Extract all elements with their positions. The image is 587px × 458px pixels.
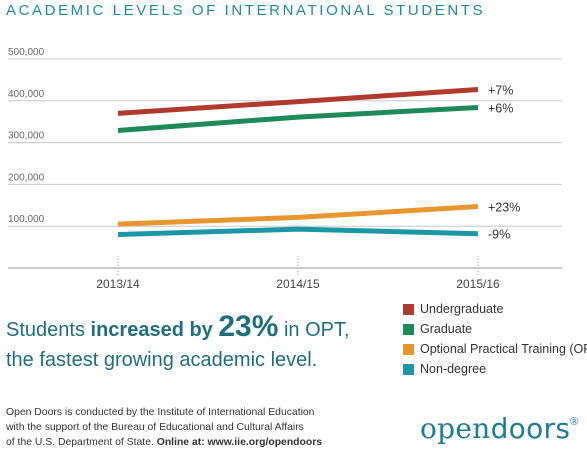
series-line-1 bbox=[117, 104, 479, 133]
legend-swatch bbox=[403, 363, 414, 375]
y-tick-label: 400,000 bbox=[8, 89, 45, 100]
legend-label: Non-degree bbox=[420, 362, 487, 376]
headline-part1: Students bbox=[6, 319, 91, 341]
legend-item-2: Optional Practical Training (OPT) bbox=[403, 339, 587, 359]
legend-swatch bbox=[403, 343, 414, 355]
legend-label: Optional Practical Training (OPT) bbox=[420, 342, 587, 356]
y-tick-label: 200,000 bbox=[8, 172, 45, 183]
headline-percent: 23% bbox=[218, 310, 279, 343]
logo-doors: doors bbox=[490, 412, 571, 445]
footer-online-link[interactable]: Online at: www.iie.org/opendoors bbox=[156, 437, 323, 448]
series-line-3 bbox=[117, 226, 479, 238]
change-label-1: +6% bbox=[488, 101, 513, 115]
headline: Students increased by 23% in OPT, the fa… bbox=[6, 312, 396, 375]
legend-item-3: Non-degree bbox=[403, 359, 587, 379]
footer-line3: of the U.S. Department of State. bbox=[6, 437, 157, 448]
change-label-0: +7% bbox=[488, 84, 513, 98]
change-label-2: +23% bbox=[488, 201, 520, 215]
legend-swatch bbox=[403, 303, 414, 315]
chart-title: ACADEMIC LEVELS OF INTERNATIONAL STUDENT… bbox=[6, 2, 486, 19]
series-line-0 bbox=[117, 87, 479, 116]
footer-note: Open Doors is conducted by the Institute… bbox=[6, 405, 336, 450]
x-tick-label: 2015/16 bbox=[456, 277, 500, 291]
y-tick-label: 500,000 bbox=[8, 47, 45, 58]
line-chart: 100,000 200,000 300,000 400,000 500,000 2013/… bbox=[8, 47, 562, 291]
chart-legend: Undergraduate Graduate Optional Practical … bbox=[403, 299, 587, 379]
legend-label: Graduate bbox=[420, 322, 473, 336]
change-label-3: -9% bbox=[488, 228, 510, 242]
legend-item-0: Undergraduate bbox=[403, 299, 587, 319]
y-tick-label: 100,000 bbox=[8, 214, 45, 225]
footer-line1: Open Doors is conducted by the Institute… bbox=[6, 407, 315, 418]
series-line-2 bbox=[117, 204, 479, 227]
legend-swatch bbox=[403, 323, 414, 335]
legend-item-1: Graduate bbox=[403, 319, 587, 339]
logo-registered-mark: ® bbox=[570, 416, 579, 428]
x-tick-label: 2013/14 bbox=[96, 277, 140, 291]
headline-bold: increased by bbox=[90, 319, 219, 341]
y-tick-label: 300,000 bbox=[8, 131, 45, 142]
logo-open: open bbox=[420, 412, 491, 445]
opendoors-logo: opendoors® bbox=[420, 412, 579, 445]
headline-part2: in OPT, bbox=[278, 319, 350, 341]
headline-line2: the fastest growing academic level. bbox=[6, 349, 318, 371]
legend-label: Undergraduate bbox=[420, 302, 504, 316]
x-tick-label: 2014/15 bbox=[276, 277, 320, 291]
footer-line2: with the support of the Bureau of Educat… bbox=[6, 422, 304, 433]
